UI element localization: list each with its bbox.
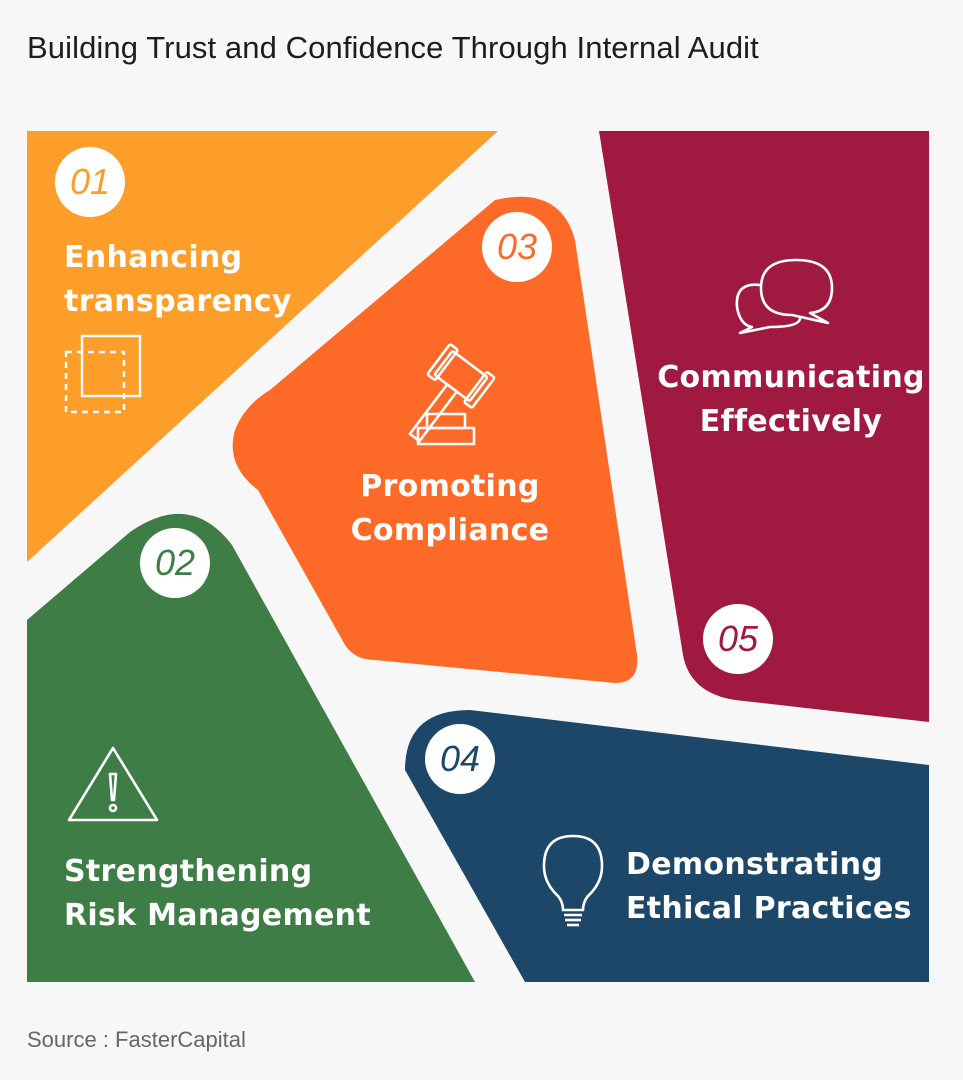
warning-triangle-icon bbox=[67, 746, 159, 822]
number-badge-03: 03 bbox=[482, 212, 552, 282]
source-caption: Source : FasterCapital bbox=[27, 1027, 246, 1052]
segment-03-shape bbox=[232, 196, 638, 684]
page-title: Building Trust and Confidence Through In… bbox=[27, 30, 759, 65]
label-04-line1: Demonstrating bbox=[626, 847, 884, 882]
gavel-icon bbox=[408, 343, 496, 446]
segment-02-shape bbox=[27, 513, 475, 982]
number-badge-02: 02 bbox=[140, 528, 210, 598]
label-03-line2: Compliance bbox=[350, 513, 550, 548]
number-badge-05: 05 bbox=[703, 604, 773, 674]
label-02: Strengthening Risk Management bbox=[64, 850, 371, 938]
transparency-squares-icon bbox=[64, 334, 142, 414]
segment-04-shape bbox=[405, 710, 929, 982]
number-badge-01: 01 bbox=[55, 147, 125, 217]
lightbulb-icon bbox=[542, 834, 604, 927]
label-05-line2: Effectively bbox=[699, 404, 883, 439]
speech-bubbles-icon bbox=[735, 258, 834, 335]
label-02-line1: Strengthening bbox=[64, 854, 313, 889]
label-01-line2: transparency bbox=[64, 284, 292, 319]
label-01-line1: Enhancing bbox=[64, 240, 243, 275]
label-04-line2: Ethical Practices bbox=[626, 891, 912, 926]
label-02-line2: Risk Management bbox=[64, 898, 371, 933]
label-03-line1: Promoting bbox=[360, 469, 540, 504]
segment-01-shape bbox=[27, 131, 498, 562]
number-badge-04: 04 bbox=[425, 724, 495, 794]
label-01: Enhancing transparency bbox=[64, 236, 292, 324]
segment-05-shape bbox=[599, 131, 929, 722]
label-04: Demonstrating Ethical Practices bbox=[626, 843, 912, 931]
label-03: Promoting Compliance bbox=[340, 465, 560, 553]
label-05-line1: Communicating bbox=[657, 360, 925, 395]
label-05: Communicating Effectively bbox=[656, 356, 926, 444]
